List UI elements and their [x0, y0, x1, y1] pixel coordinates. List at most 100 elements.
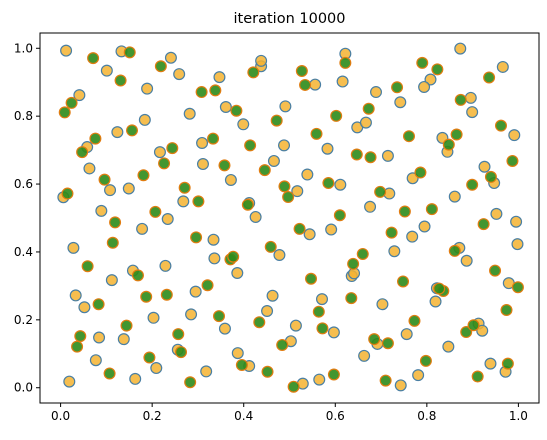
scatter-point — [200, 365, 213, 378]
scatter-point — [81, 260, 94, 273]
scatter-point — [381, 337, 394, 350]
scatter-point — [362, 102, 375, 115]
scatter-point — [293, 222, 306, 235]
scatter-point — [253, 316, 266, 329]
scatter-point — [316, 322, 329, 335]
chart-title: iteration 10000 — [234, 11, 346, 27]
y-tick-label: 0.8 — [14, 109, 33, 123]
scatter-point — [408, 314, 421, 327]
scatter-point — [489, 264, 502, 277]
scatter-point — [218, 159, 231, 172]
scatter-point — [460, 326, 473, 339]
scatter-point — [208, 252, 221, 265]
y-tick-label: 1.0 — [14, 41, 33, 55]
scatter-point — [325, 223, 338, 236]
scatter-point — [92, 298, 105, 311]
scatter-point — [345, 292, 358, 305]
x-tick-label: 0.0 — [51, 409, 70, 423]
scatter-point — [173, 68, 186, 81]
scatter-point — [316, 293, 329, 306]
scatter-point — [98, 173, 111, 186]
scatter-point — [501, 357, 514, 370]
x-tick-label: 1.0 — [509, 409, 528, 423]
scatter-point — [429, 295, 442, 308]
scatter-point — [270, 114, 283, 127]
x-tick-label: 0.4 — [234, 409, 253, 423]
scatter-point — [305, 272, 318, 285]
scatter-point — [149, 205, 162, 218]
scatter-point — [105, 274, 118, 287]
scatter-point — [61, 187, 74, 200]
scatter-point — [67, 241, 80, 254]
scatter-point — [301, 168, 314, 181]
scatter-point — [117, 333, 130, 346]
scatter-point — [454, 93, 467, 106]
scatter-point — [478, 160, 491, 173]
scatter-point — [143, 351, 156, 364]
scatter-point — [244, 139, 257, 152]
scatter-point — [195, 86, 208, 99]
scatter-point — [511, 281, 524, 294]
scatter-point — [313, 373, 326, 386]
scatter-point — [241, 198, 254, 211]
scatter-point — [76, 146, 89, 159]
scatter-point — [89, 132, 102, 145]
scatter-point — [160, 288, 173, 301]
scatter-point — [289, 319, 302, 332]
scatter-point — [425, 203, 438, 216]
scatter-point — [261, 365, 274, 378]
scatter-point — [136, 222, 149, 235]
scatter-point — [189, 285, 202, 298]
scatter-point — [150, 362, 163, 375]
scatter-point — [466, 106, 479, 119]
y-tick-label: 0.6 — [14, 177, 33, 191]
scatter-point — [153, 146, 166, 159]
scatter-point — [71, 340, 84, 353]
scatter-point — [322, 177, 335, 190]
scatter-point — [484, 357, 497, 370]
scatter-point — [137, 169, 150, 182]
scatter-point — [185, 308, 198, 321]
scatter-point — [247, 66, 260, 79]
scatter-point — [196, 136, 209, 149]
scatter-point — [364, 200, 377, 213]
scatter-point — [258, 164, 271, 177]
scatter-point — [414, 166, 427, 179]
scatter-point — [177, 195, 190, 208]
y-tick-label: 0.4 — [14, 245, 33, 259]
scatter-point — [190, 231, 203, 244]
scatter-point — [58, 106, 71, 119]
scatter-point — [460, 254, 473, 267]
scatter-point — [418, 80, 431, 93]
scatter-point — [219, 100, 232, 113]
scatter-point — [359, 116, 372, 129]
scatter-point — [166, 142, 179, 155]
scatter-point — [93, 331, 106, 344]
scatter-point — [433, 282, 446, 295]
scatter-point — [120, 319, 133, 332]
scatter-point — [394, 379, 407, 392]
scatter-point — [87, 52, 100, 65]
scatter-point — [122, 182, 135, 195]
scatter-point — [400, 328, 413, 341]
scatter-point — [230, 104, 243, 117]
scatter-point — [309, 78, 322, 91]
scatter-point — [412, 369, 425, 382]
scatter-point — [69, 289, 82, 302]
scatter-point — [278, 139, 291, 152]
scatter-point — [299, 78, 312, 91]
scatter-point — [60, 44, 73, 57]
scatter-point — [95, 204, 108, 217]
scatter-point — [450, 128, 463, 141]
scatter-point — [511, 238, 524, 251]
points-layer — [57, 42, 524, 393]
scatter-point — [255, 54, 268, 67]
scatter-point — [466, 178, 479, 191]
scatter-point — [448, 190, 461, 203]
scatter-point — [74, 330, 87, 343]
scatter-point — [111, 126, 124, 139]
x-tick-label: 0.8 — [417, 409, 436, 423]
scatter-point — [138, 113, 151, 126]
scatter-point — [394, 96, 407, 109]
scatter-point — [73, 89, 86, 102]
